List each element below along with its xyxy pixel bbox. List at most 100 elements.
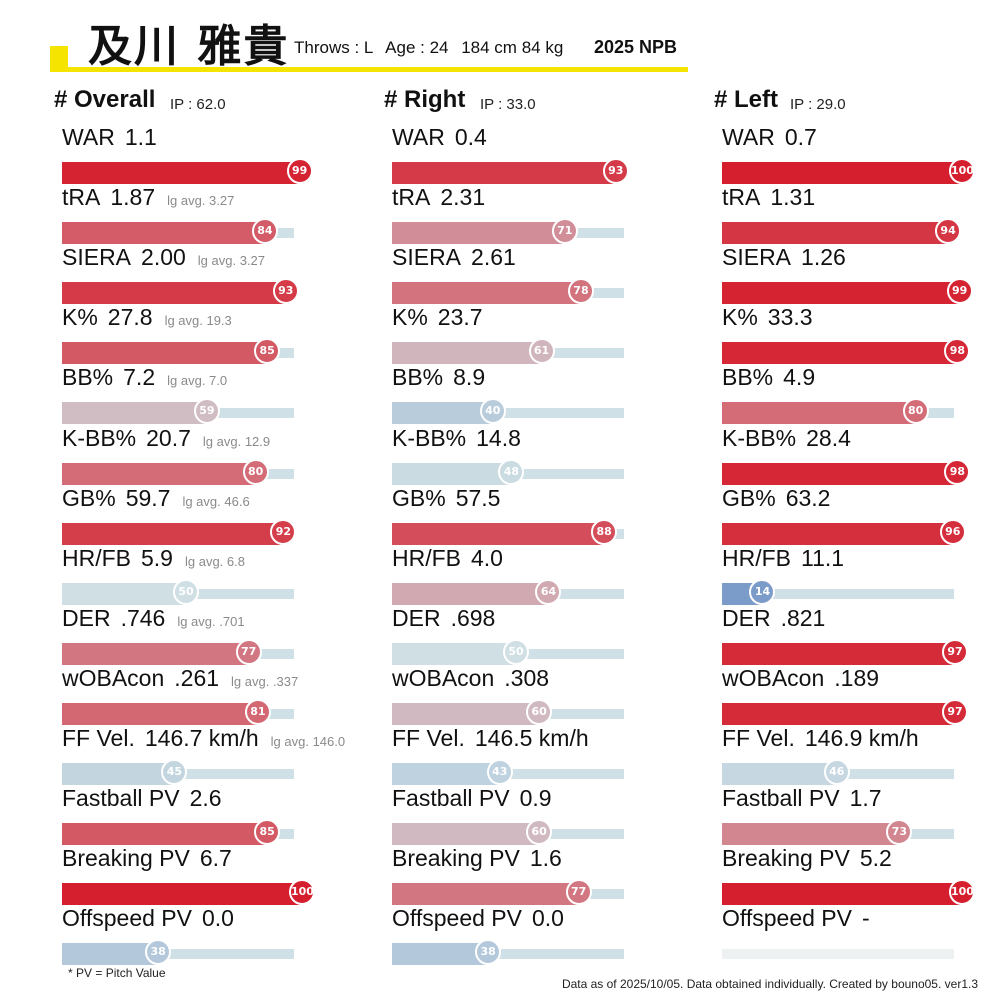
metric-name: Offspeed PV (62, 905, 192, 932)
metric-row: K% 33.3 98 (722, 264, 1000, 365)
panel-ip: IP : 33.0 (480, 96, 536, 113)
height-weight: 184 cm 84 kg (461, 38, 564, 57)
percentile-bar (392, 823, 540, 846)
metric-row: Breaking PV 6.7 100 (62, 805, 362, 906)
metric-value: 23.7 (437, 304, 483, 331)
percentile-bar (62, 462, 256, 485)
metric-name: K-BB% (62, 424, 137, 451)
metric-label-line: SIERA 2.61 (392, 244, 516, 271)
percentile-bar (722, 702, 956, 725)
metric-name: wOBAcon (62, 664, 165, 691)
metric-label-line: K% 33.3 (722, 304, 813, 331)
league-average: lg avg. 3.27 (197, 253, 266, 269)
percentile-bar (722, 883, 962, 906)
metric-label-line: BB% 7.2 lg avg. 7.0 (62, 364, 227, 391)
percentile-badge: 98 (944, 338, 971, 365)
panel-title: # Overall (54, 86, 156, 113)
percentile-track: 93 (392, 158, 629, 184)
percentile-bar (62, 943, 159, 966)
percentile-track: 88 (392, 518, 624, 545)
header-accent-bar (50, 46, 68, 71)
metric-row: K-BB% 28.4 98 (722, 385, 1000, 485)
percentile-track: 64 (392, 578, 624, 605)
metric-value: 14.8 (476, 424, 521, 451)
percentile-badge: 61 (528, 338, 555, 365)
metric-label-line: SIERA 2.00 lg avg. 3.27 (62, 244, 265, 271)
metric-value: 20.7 (146, 424, 191, 451)
metric-name: Breaking PV (392, 845, 520, 872)
percentile-track: 94 (722, 218, 962, 245)
panel-ip: IP : 62.0 (170, 96, 226, 113)
metric-label-line: Fastball PV 1.7 (722, 785, 882, 812)
metric-row: wOBAcon .189 97 (722, 625, 1000, 725)
metric-label-line: K% 27.8 lg avg. 19.3 (62, 304, 232, 331)
metric-value: 2.00 (141, 244, 186, 271)
metric-row: Breaking PV 1.6 77 (392, 805, 692, 906)
percentile-bar (722, 402, 916, 425)
percentile-badge: 85 (254, 819, 281, 846)
metric-name: BB% (722, 364, 774, 391)
metric-value: 1.7 (849, 785, 882, 812)
metric-name: GB% (722, 484, 776, 511)
metric-label-line: HR/FB 11.1 (722, 545, 844, 572)
percentile-badge: 99 (946, 278, 973, 305)
metric-row: FF Vel. 146.5 km/h 43 (392, 685, 692, 785)
metric-value: 146.7 km/h (144, 725, 259, 751)
metric-label-line: K-BB% 28.4 (722, 425, 851, 452)
metric-row: WAR 1.1 99 (62, 84, 362, 184)
footnote: * PV = Pitch Value (68, 966, 166, 980)
metric-name: wOBAcon (392, 664, 495, 691)
percentile-badge: 98 (944, 458, 971, 485)
percentile-track: 81 (62, 698, 294, 725)
percentile-bar (722, 642, 956, 665)
metric-value: 63.2 (785, 484, 831, 511)
metric-name: Breaking PV (62, 845, 190, 872)
percentile-badge: 38 (475, 939, 502, 966)
percentile-bar (722, 823, 900, 846)
percentile-badge: 45 (161, 759, 188, 785)
percentile-track: 80 (722, 398, 954, 425)
metric-label-line: K-BB% 14.8 (392, 425, 521, 452)
metric-row: Offspeed PV 0.0 38 (62, 865, 362, 966)
panel-title: # Left (714, 86, 779, 113)
percentile-badge: 100 (289, 879, 315, 906)
metric-name: DER (392, 604, 441, 631)
metric-row: FF Vel. 146.9 km/h 46 (722, 685, 1000, 785)
percentile-bar (62, 702, 258, 725)
percentile-badge: 94 (935, 218, 962, 245)
metric-name: Offspeed PV (722, 905, 852, 932)
percentile-badge: 100 (949, 158, 975, 184)
league-average: lg avg. 12.9 (202, 433, 271, 449)
metric-label-line: Offspeed PV - (722, 905, 870, 932)
percentile-badge: 80 (242, 458, 269, 485)
metric-value: 33.3 (767, 304, 813, 331)
metric-row: SIERA 1.26 99 (722, 204, 1000, 305)
metric-label-line: Fastball PV 2.6 (62, 785, 222, 812)
metric-row: tRA 1.31 94 (722, 144, 1000, 245)
metric-name: tRA (722, 184, 761, 211)
metric-row: DER .821 97 (722, 565, 1000, 665)
percentile-bar (392, 582, 549, 605)
metric-value: 5.2 (859, 845, 892, 872)
league-average: lg avg. .701 (177, 613, 245, 629)
percentile-bar (62, 823, 268, 846)
percentile-bar (62, 883, 302, 906)
metric-row: K-BB% 20.7 lg avg. 12.9 80 (62, 385, 362, 485)
percentile-track: 61 (392, 338, 624, 365)
metric-label-line: Fastball PV 0.9 (392, 785, 552, 812)
metric-value: 146.5 km/h (474, 725, 589, 751)
metric-label-line: Offspeed PV 0.0 (62, 905, 234, 932)
metric-label-line: tRA 1.31 (722, 184, 815, 211)
percentile-badge: 88 (591, 518, 618, 545)
percentile-track: 100 (722, 879, 975, 906)
metric-name: BB% (392, 364, 444, 391)
season-label: 2025 NPB (594, 37, 678, 57)
panel-right: # Right IP : 33.0 WAR 0.4 93 tRA 2.31 71 SIERA 2.… (384, 84, 684, 966)
percentile-badge: 97 (942, 638, 969, 665)
league-average: lg avg. 6.8 (184, 553, 245, 569)
metric-value: .821 (780, 604, 826, 631)
metric-value: 1.87 (110, 184, 156, 211)
metric-value: 6.7 (199, 845, 232, 872)
metric-label-line: HR/FB 4.0 (392, 545, 503, 572)
metric-name: K% (62, 304, 98, 331)
